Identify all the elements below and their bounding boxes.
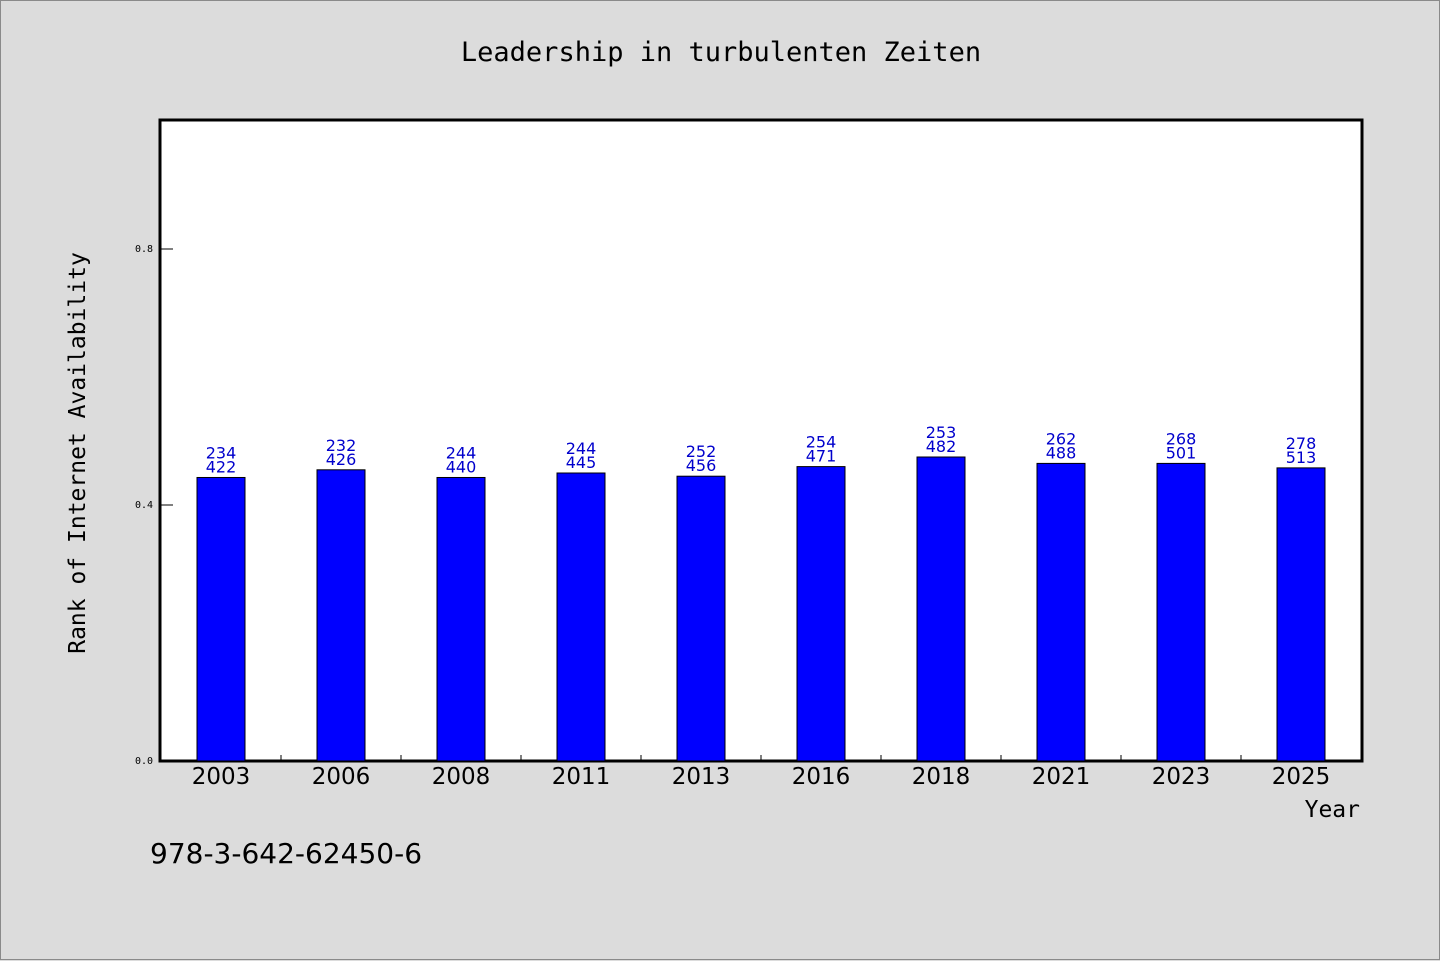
y-axis-label: Rank of Internet Availability — [65, 252, 91, 654]
data-label-top-2016: 254 — [806, 433, 837, 452]
y-tick-label: 0.8 — [135, 244, 153, 255]
bar-2003 — [196, 476, 246, 762]
data-label-top-2018: 253 — [926, 423, 957, 442]
y-tick-label: 0.0 — [135, 756, 153, 767]
x-axis-label: Year — [1305, 797, 1360, 823]
x-tick-label-2018: 2018 — [912, 764, 971, 790]
x-tick-label-2013: 2013 — [672, 764, 731, 790]
data-label-top-2008: 244 — [446, 443, 477, 462]
data-label-bottom-2023: 501 — [1166, 443, 1197, 462]
bar-2025 — [1276, 467, 1326, 762]
bar-2008 — [436, 476, 486, 762]
chart-title: Leadership in turbulenten Zeiten — [461, 37, 981, 68]
data-label-bottom-2013: 456 — [686, 456, 717, 475]
data-label-top-2013: 252 — [686, 442, 717, 461]
x-tick-label-2003: 2003 — [192, 764, 251, 790]
bar-2018 — [916, 456, 966, 762]
data-label-bottom-2025: 513 — [1286, 448, 1317, 467]
data-label-bottom-2016: 471 — [806, 447, 837, 466]
x-tick-label-2023: 2023 — [1152, 764, 1211, 790]
x-tick-label-2021: 2021 — [1032, 764, 1091, 790]
x-tick-label-2008: 2008 — [432, 764, 491, 790]
data-label-bottom-2011: 445 — [566, 453, 597, 472]
x-tick-label-2006: 2006 — [312, 764, 371, 790]
data-label-bottom-2008: 440 — [446, 457, 477, 476]
data-label-bottom-2006: 426 — [326, 450, 357, 469]
x-tick-label-2011: 2011 — [552, 764, 611, 790]
y-axis: 0.0 0.4 0.8 — [135, 244, 173, 767]
data-label-top-2023: 268 — [1166, 429, 1197, 448]
data-label-top-2021: 262 — [1046, 429, 1077, 448]
bar-2023 — [1156, 462, 1206, 762]
data-label-bottom-2021: 488 — [1046, 443, 1077, 462]
bar-2013 — [676, 475, 726, 762]
x-tick-label-2016: 2016 — [792, 764, 851, 790]
data-label-bottom-2018: 482 — [926, 437, 957, 456]
x-tick-label-2025: 2025 — [1272, 764, 1331, 790]
footer-isbn: 978-3-642-62450-6 — [150, 837, 422, 870]
data-label-top-2006: 232 — [326, 436, 357, 455]
x-axis: 2003 2006 2008 2011 2013 2016 2018 2021 2023 2025 — [192, 755, 1331, 790]
data-label-top-2003: 234 — [206, 443, 237, 462]
bar-2006 — [316, 469, 366, 762]
bar-2011 — [556, 472, 606, 762]
bar-2016 — [796, 466, 846, 762]
data-label-bottom-2003: 422 — [206, 457, 237, 476]
y-tick-label: 0.4 — [135, 500, 153, 511]
bar-2021 — [1036, 462, 1086, 762]
data-label-top-2011: 244 — [566, 439, 597, 458]
data-label-top-2025: 278 — [1286, 434, 1317, 453]
